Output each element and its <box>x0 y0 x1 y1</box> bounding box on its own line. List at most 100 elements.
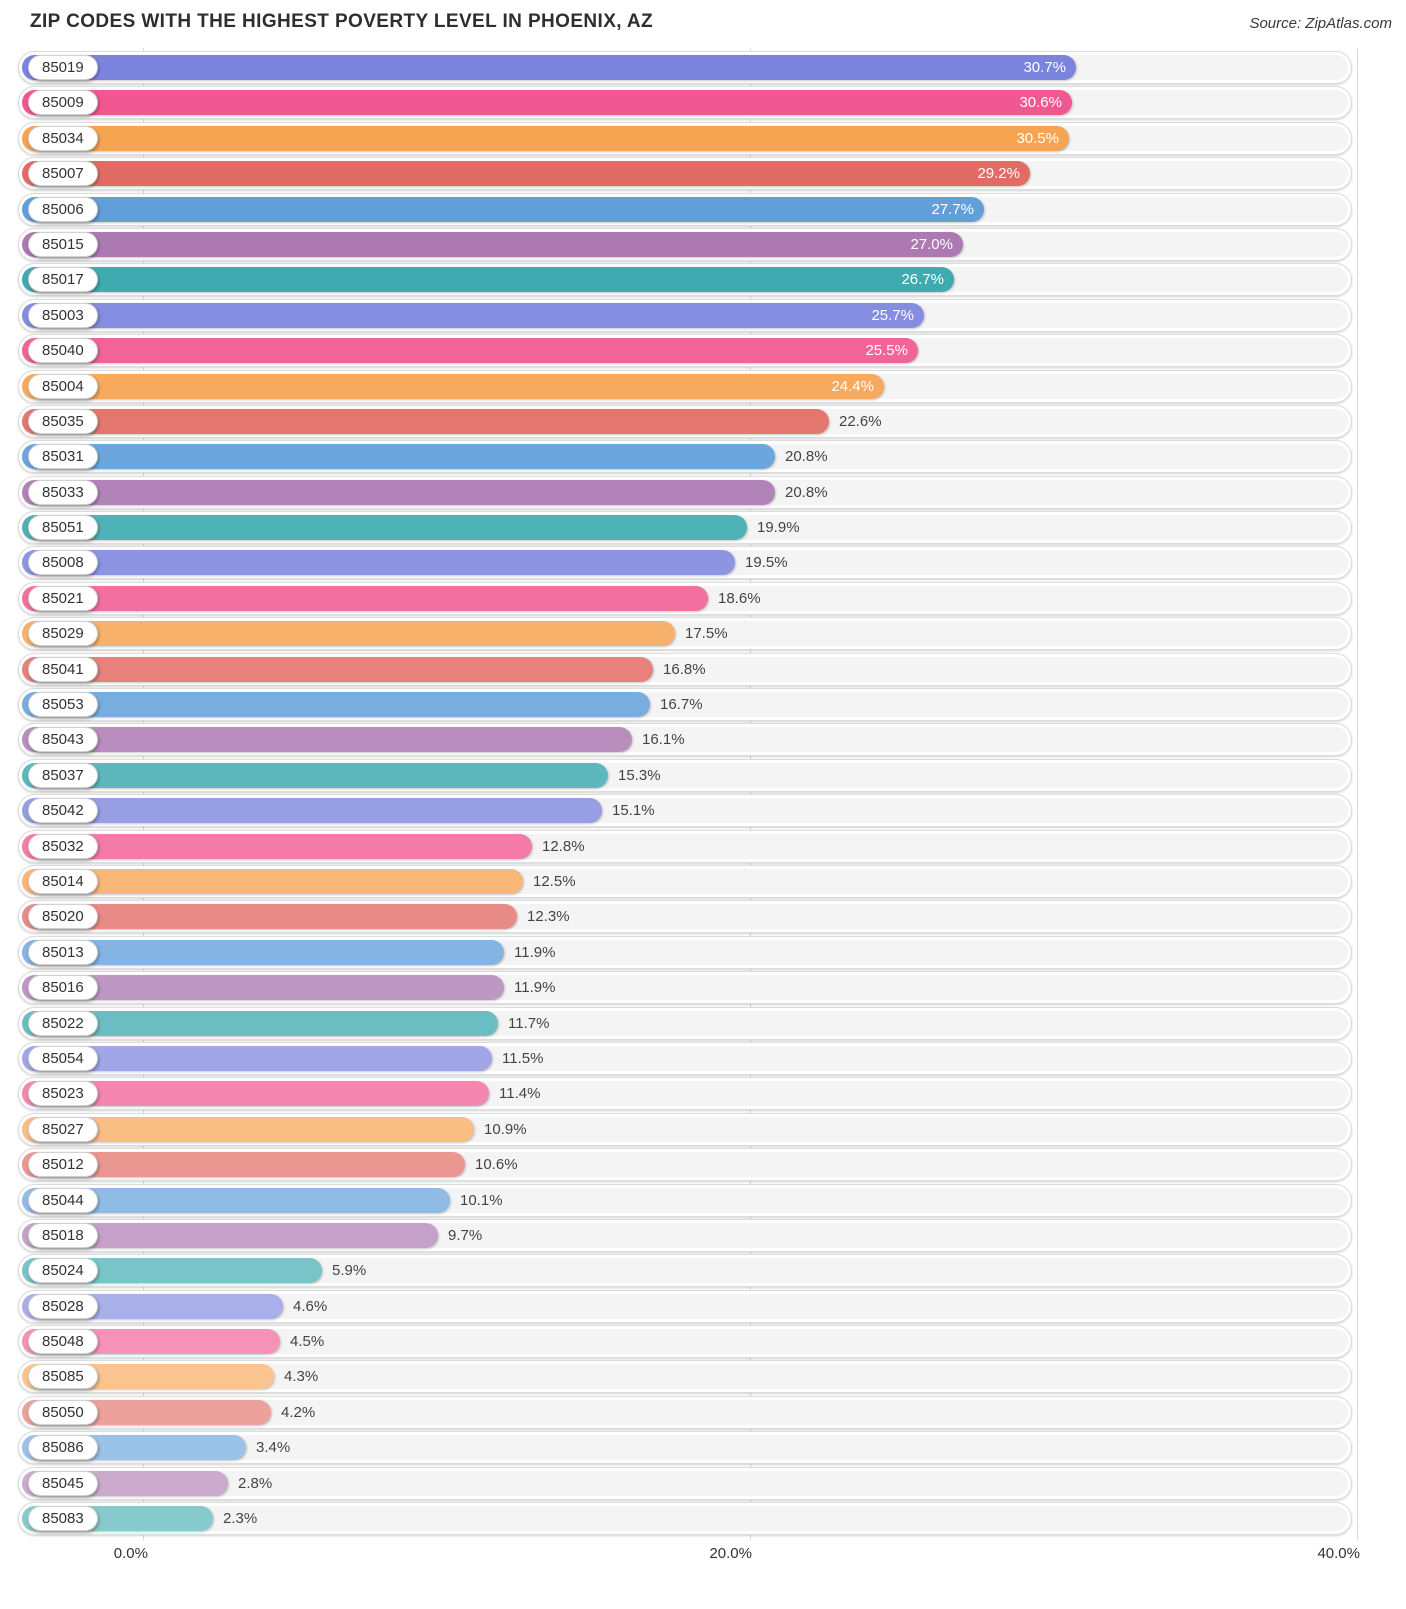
zip-code-pill: 85016 <box>28 975 98 1001</box>
zip-code-pill: 85083 <box>28 1506 98 1532</box>
zip-code-label: 85031 <box>42 448 84 466</box>
bar-row: 26.7% 85017 <box>0 262 1406 297</box>
bar-row: 16.1% 85043 <box>0 722 1406 757</box>
value-label: 17.5% <box>685 625 728 643</box>
zip-code-label: 85020 <box>42 908 84 926</box>
zip-code-label: 85054 <box>42 1049 84 1067</box>
bar-track: 10.9% 85027 <box>18 1112 1352 1146</box>
zip-code-pill: 85012 <box>28 1152 98 1178</box>
bar-track-inner: 17.5% 85029 <box>22 621 1348 647</box>
bar-track: 4.5% 85048 <box>18 1325 1352 1359</box>
bar-track-inner: 20.8% 85033 <box>22 479 1348 505</box>
zip-code-pill: 85043 <box>28 727 98 753</box>
zip-code-label: 85004 <box>42 377 84 395</box>
zip-code-pill: 85004 <box>28 373 98 399</box>
zip-code-label: 85014 <box>42 872 84 890</box>
bar-track: 4.3% 85085 <box>18 1360 1352 1394</box>
value-bar <box>22 90 1072 116</box>
zip-code-label: 85083 <box>42 1510 84 1528</box>
zip-code-label: 85018 <box>42 1226 84 1244</box>
zip-code-pill: 85008 <box>28 550 98 576</box>
zip-code-label: 85086 <box>42 1439 84 1457</box>
bar-row: 25.5% 85040 <box>0 333 1406 368</box>
value-bar <box>22 515 747 541</box>
bar-row: 4.5% 85048 <box>0 1324 1406 1359</box>
value-label: 12.8% <box>542 837 585 855</box>
value-bar <box>22 692 650 718</box>
value-label: 29.2% <box>977 165 1020 183</box>
bar-track-inner: 20.8% 85031 <box>22 444 1348 470</box>
zip-code-pill: 85003 <box>28 302 98 328</box>
zip-code-label: 85042 <box>42 802 84 820</box>
bar-track-inner: 30.7% 85019 <box>22 55 1348 80</box>
zip-code-pill: 85034 <box>28 125 98 151</box>
bar-row: 17.5% 85029 <box>0 616 1406 651</box>
zip-code-pill: 85014 <box>28 868 98 894</box>
zip-code-label: 85041 <box>42 660 84 678</box>
bar-track: 2.8% 85045 <box>18 1466 1352 1500</box>
zip-code-pill: 85085 <box>28 1364 98 1390</box>
zip-code-pill: 85006 <box>28 196 98 222</box>
bar-track: 18.6% 85021 <box>18 581 1352 615</box>
chart-title: ZIP CODES WITH THE HIGHEST POVERTY LEVEL… <box>30 11 654 32</box>
value-bar <box>22 798 602 824</box>
value-label: 12.3% <box>527 908 570 926</box>
bar-track-inner: 22.6% 85035 <box>22 408 1348 434</box>
bar-track-inner: 16.1% 85043 <box>22 727 1348 753</box>
bar-track: 4.2% 85050 <box>18 1395 1352 1429</box>
value-bar <box>22 762 608 788</box>
value-bar <box>22 125 1069 151</box>
bar-row: 12.5% 85014 <box>0 864 1406 899</box>
bar-track-inner: 11.4% 85023 <box>22 1081 1348 1107</box>
bar-track: 12.3% 85020 <box>18 900 1352 934</box>
zip-code-pill: 85048 <box>28 1329 98 1355</box>
bar-track-inner: 10.6% 85012 <box>22 1152 1348 1178</box>
bar-row: 27.0% 85015 <box>0 227 1406 262</box>
zip-code-pill: 85027 <box>28 1116 98 1142</box>
zip-code-pill: 85044 <box>28 1187 98 1213</box>
zip-code-label: 85034 <box>42 129 84 147</box>
value-label: 10.1% <box>460 1191 503 1209</box>
value-bar <box>22 231 963 257</box>
bar-track-inner: 19.9% 85051 <box>22 515 1348 541</box>
zip-code-label: 85053 <box>42 696 84 714</box>
bar-row: 19.9% 85051 <box>0 510 1406 545</box>
bar-track: 15.3% 85037 <box>18 758 1352 792</box>
zip-code-pill: 85051 <box>28 515 98 541</box>
bar-row: 30.6% 85009 <box>0 85 1406 120</box>
value-bar <box>22 302 924 328</box>
bar-track-inner: 30.6% 85009 <box>22 90 1348 116</box>
zip-code-pill: 85029 <box>28 621 98 647</box>
bar-track: 16.8% 85041 <box>18 652 1352 686</box>
value-label: 11.5% <box>502 1049 544 1067</box>
value-bar <box>22 267 954 293</box>
bar-track-inner: 4.3% 85085 <box>22 1364 1348 1390</box>
bar-row: 2.8% 85045 <box>0 1466 1406 1501</box>
bar-row: 16.7% 85053 <box>0 687 1406 722</box>
zip-code-pill: 85024 <box>28 1258 98 1284</box>
zip-code-pill: 85040 <box>28 338 98 364</box>
bar-track-inner: 25.5% 85040 <box>22 338 1348 364</box>
zip-code-pill: 85031 <box>28 444 98 470</box>
bar-track-inner: 25.7% 85003 <box>22 302 1348 328</box>
value-label: 4.6% <box>293 1297 328 1315</box>
value-label: 16.7% <box>660 696 703 714</box>
bar-track: 30.7% 85019 <box>18 51 1352 84</box>
zip-code-pill: 85054 <box>28 1045 98 1071</box>
bar-row: 4.6% 85028 <box>0 1289 1406 1324</box>
zip-code-label: 85008 <box>42 554 84 572</box>
bar-track-inner: 4.6% 85028 <box>22 1293 1348 1319</box>
bar-track: 24.4% 85004 <box>18 369 1352 403</box>
bar-track-inner: 11.5% 85054 <box>22 1045 1348 1071</box>
bar-track-inner: 10.9% 85027 <box>22 1116 1348 1142</box>
bar-track-inner: 26.7% 85017 <box>22 267 1348 293</box>
value-bar <box>22 338 918 364</box>
bar-row: 4.3% 85085 <box>0 1359 1406 1394</box>
zip-code-label: 85024 <box>42 1262 84 1280</box>
zip-code-pill: 85086 <box>28 1435 98 1461</box>
bar-row: 18.6% 85021 <box>0 581 1406 616</box>
bar-row: 10.1% 85044 <box>0 1183 1406 1218</box>
value-bar <box>22 479 775 505</box>
bar-track-inner: 11.7% 85022 <box>22 1010 1348 1036</box>
zip-code-label: 85048 <box>42 1333 84 1351</box>
